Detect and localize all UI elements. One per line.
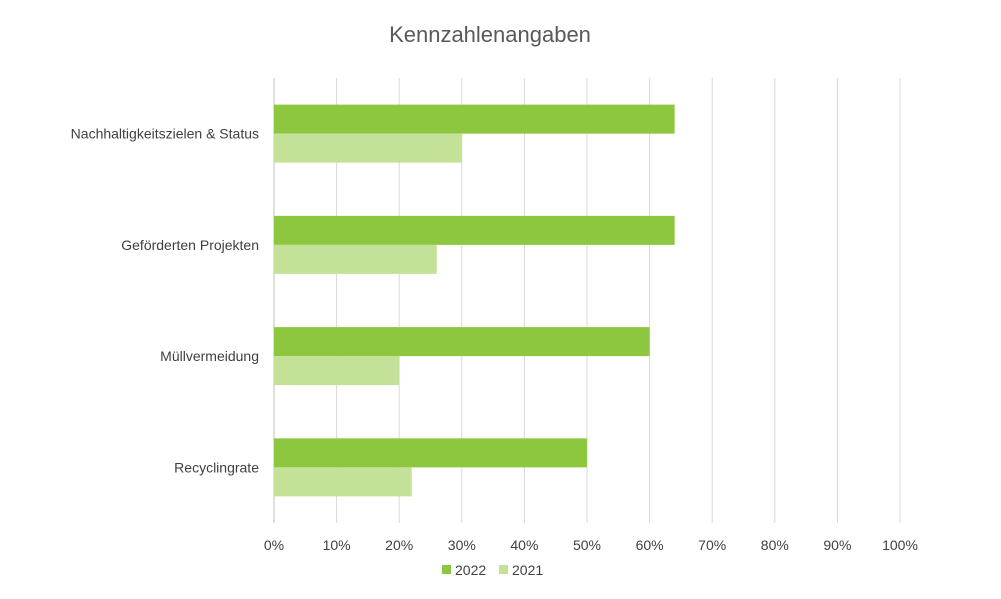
legend-label: 2022 [455, 562, 486, 578]
x-tick-label: 50% [573, 537, 601, 553]
x-tick-label: 70% [698, 537, 726, 553]
bars [274, 104, 675, 497]
bar-2021-1 [274, 244, 437, 274]
legend-swatch [499, 565, 508, 574]
category-label: Recyclingrate [174, 459, 259, 475]
category-label: Nachhaltigkeitszielen & Status [71, 126, 259, 142]
x-tick-label: 60% [636, 537, 664, 553]
x-tick-label: 90% [823, 537, 851, 553]
x-tick-label: 100% [882, 537, 918, 553]
legend-label: 2021 [512, 562, 543, 578]
bar-2022-1 [274, 215, 675, 245]
bar-2021-0 [274, 133, 462, 163]
bar-2022-2 [274, 327, 650, 357]
x-tick-label: 10% [323, 537, 351, 553]
x-tick-label: 0% [264, 537, 284, 553]
x-tick-label: 40% [510, 537, 538, 553]
bar-2022-3 [274, 438, 587, 468]
legend: 2022 2021 [442, 562, 543, 578]
legend-swatch [442, 565, 451, 574]
x-tick-label: 30% [448, 537, 476, 553]
chart-title: Kennzahlenangaben [389, 22, 591, 47]
x-tick-label: 20% [385, 537, 413, 553]
category-label: Geförderten Projekten [121, 237, 259, 253]
category-label: Müllvermeidung [160, 348, 259, 364]
bar-2021-3 [274, 467, 412, 497]
bar-2021-2 [274, 356, 400, 386]
x-tick-label: 80% [761, 537, 789, 553]
x-tick-labels: 0% 10% 20% 30% 40% 50% 60% 70% 80% 90% 100% [264, 537, 918, 553]
category-labels: Nachhaltigkeitszielen & Status Geförderte… [71, 126, 260, 476]
bar-2022-0 [274, 104, 675, 134]
